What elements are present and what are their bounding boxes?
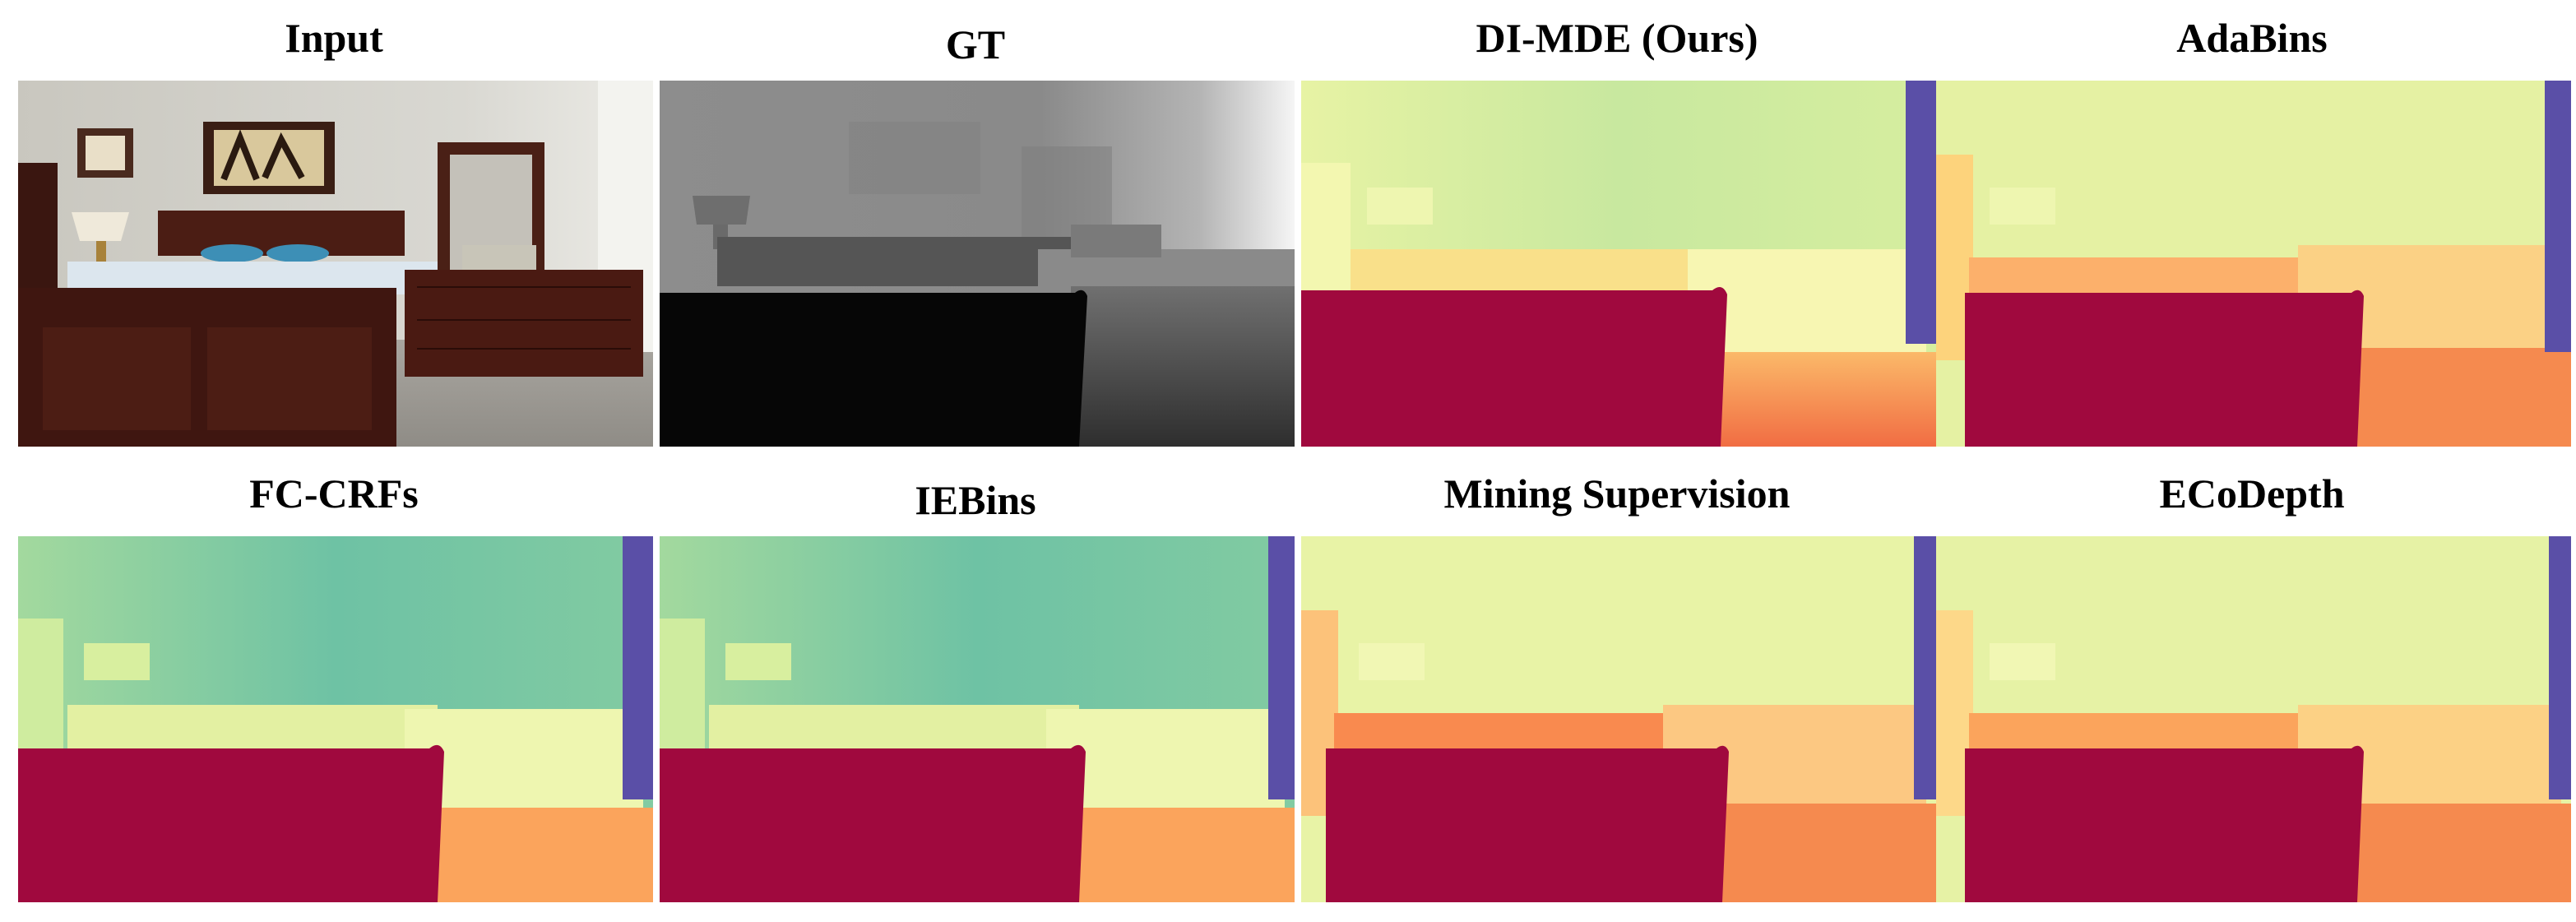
panel-title-fccrfs: FC-CRFs	[249, 470, 419, 517]
iebins-depth-map	[660, 536, 1295, 902]
ecodepth-depth-map	[1936, 536, 2571, 902]
input-photo	[18, 81, 653, 447]
mining-depth-map	[1301, 536, 1936, 902]
panel-title-mining: Mining Supervision	[1443, 470, 1791, 517]
panel-title-gt: GT	[945, 21, 1006, 67]
ours-depth-map	[1301, 81, 1936, 447]
fccrfs-depth-map	[18, 536, 653, 902]
gt-depth-map	[660, 81, 1295, 447]
adabins-depth-map	[1936, 81, 2571, 447]
panel-title-input: Input	[285, 15, 383, 61]
panel-title-iebins: IEBins	[915, 477, 1036, 523]
panel-title-ours: DI-MDE (Ours)	[1476, 15, 1758, 61]
panel-title-adabins: AdaBins	[2176, 15, 2328, 61]
panel-title-ecodepth: ECoDepth	[2159, 470, 2345, 517]
